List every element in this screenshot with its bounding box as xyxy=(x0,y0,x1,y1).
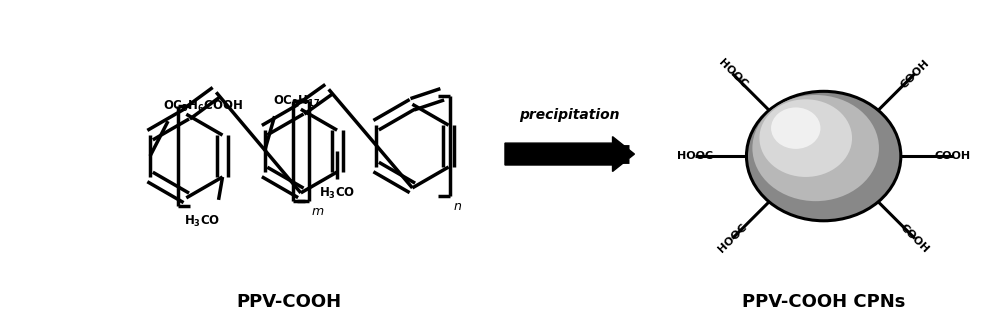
Text: $\mathbf{OC_8H_{17}}$: $\mathbf{OC_8H_{17}}$ xyxy=(273,94,320,109)
Ellipse shape xyxy=(746,91,901,221)
Text: HOOC: HOOC xyxy=(677,151,713,161)
Text: $\mathbf{OC_3H_6COOH}$: $\mathbf{OC_3H_6COOH}$ xyxy=(163,99,243,114)
Text: HOOC: HOOC xyxy=(716,222,749,255)
Text: COOH: COOH xyxy=(899,222,931,255)
Ellipse shape xyxy=(759,99,852,177)
Ellipse shape xyxy=(771,108,820,149)
FancyArrow shape xyxy=(505,137,634,171)
Text: $\mathbf{H_3CO}$: $\mathbf{H_3CO}$ xyxy=(184,214,220,229)
Text: COOH: COOH xyxy=(899,57,931,90)
Text: PPV-COOH: PPV-COOH xyxy=(237,293,342,311)
Text: HOOC: HOOC xyxy=(716,57,749,90)
Text: n: n xyxy=(453,200,461,213)
Text: $\mathbf{H_3CO}$: $\mathbf{H_3CO}$ xyxy=(319,186,355,201)
Ellipse shape xyxy=(752,95,879,201)
Text: precipitation: precipitation xyxy=(519,108,620,122)
Text: m: m xyxy=(312,205,324,218)
Text: PPV-COOH CPNs: PPV-COOH CPNs xyxy=(742,293,905,311)
Text: COOH: COOH xyxy=(935,151,971,161)
